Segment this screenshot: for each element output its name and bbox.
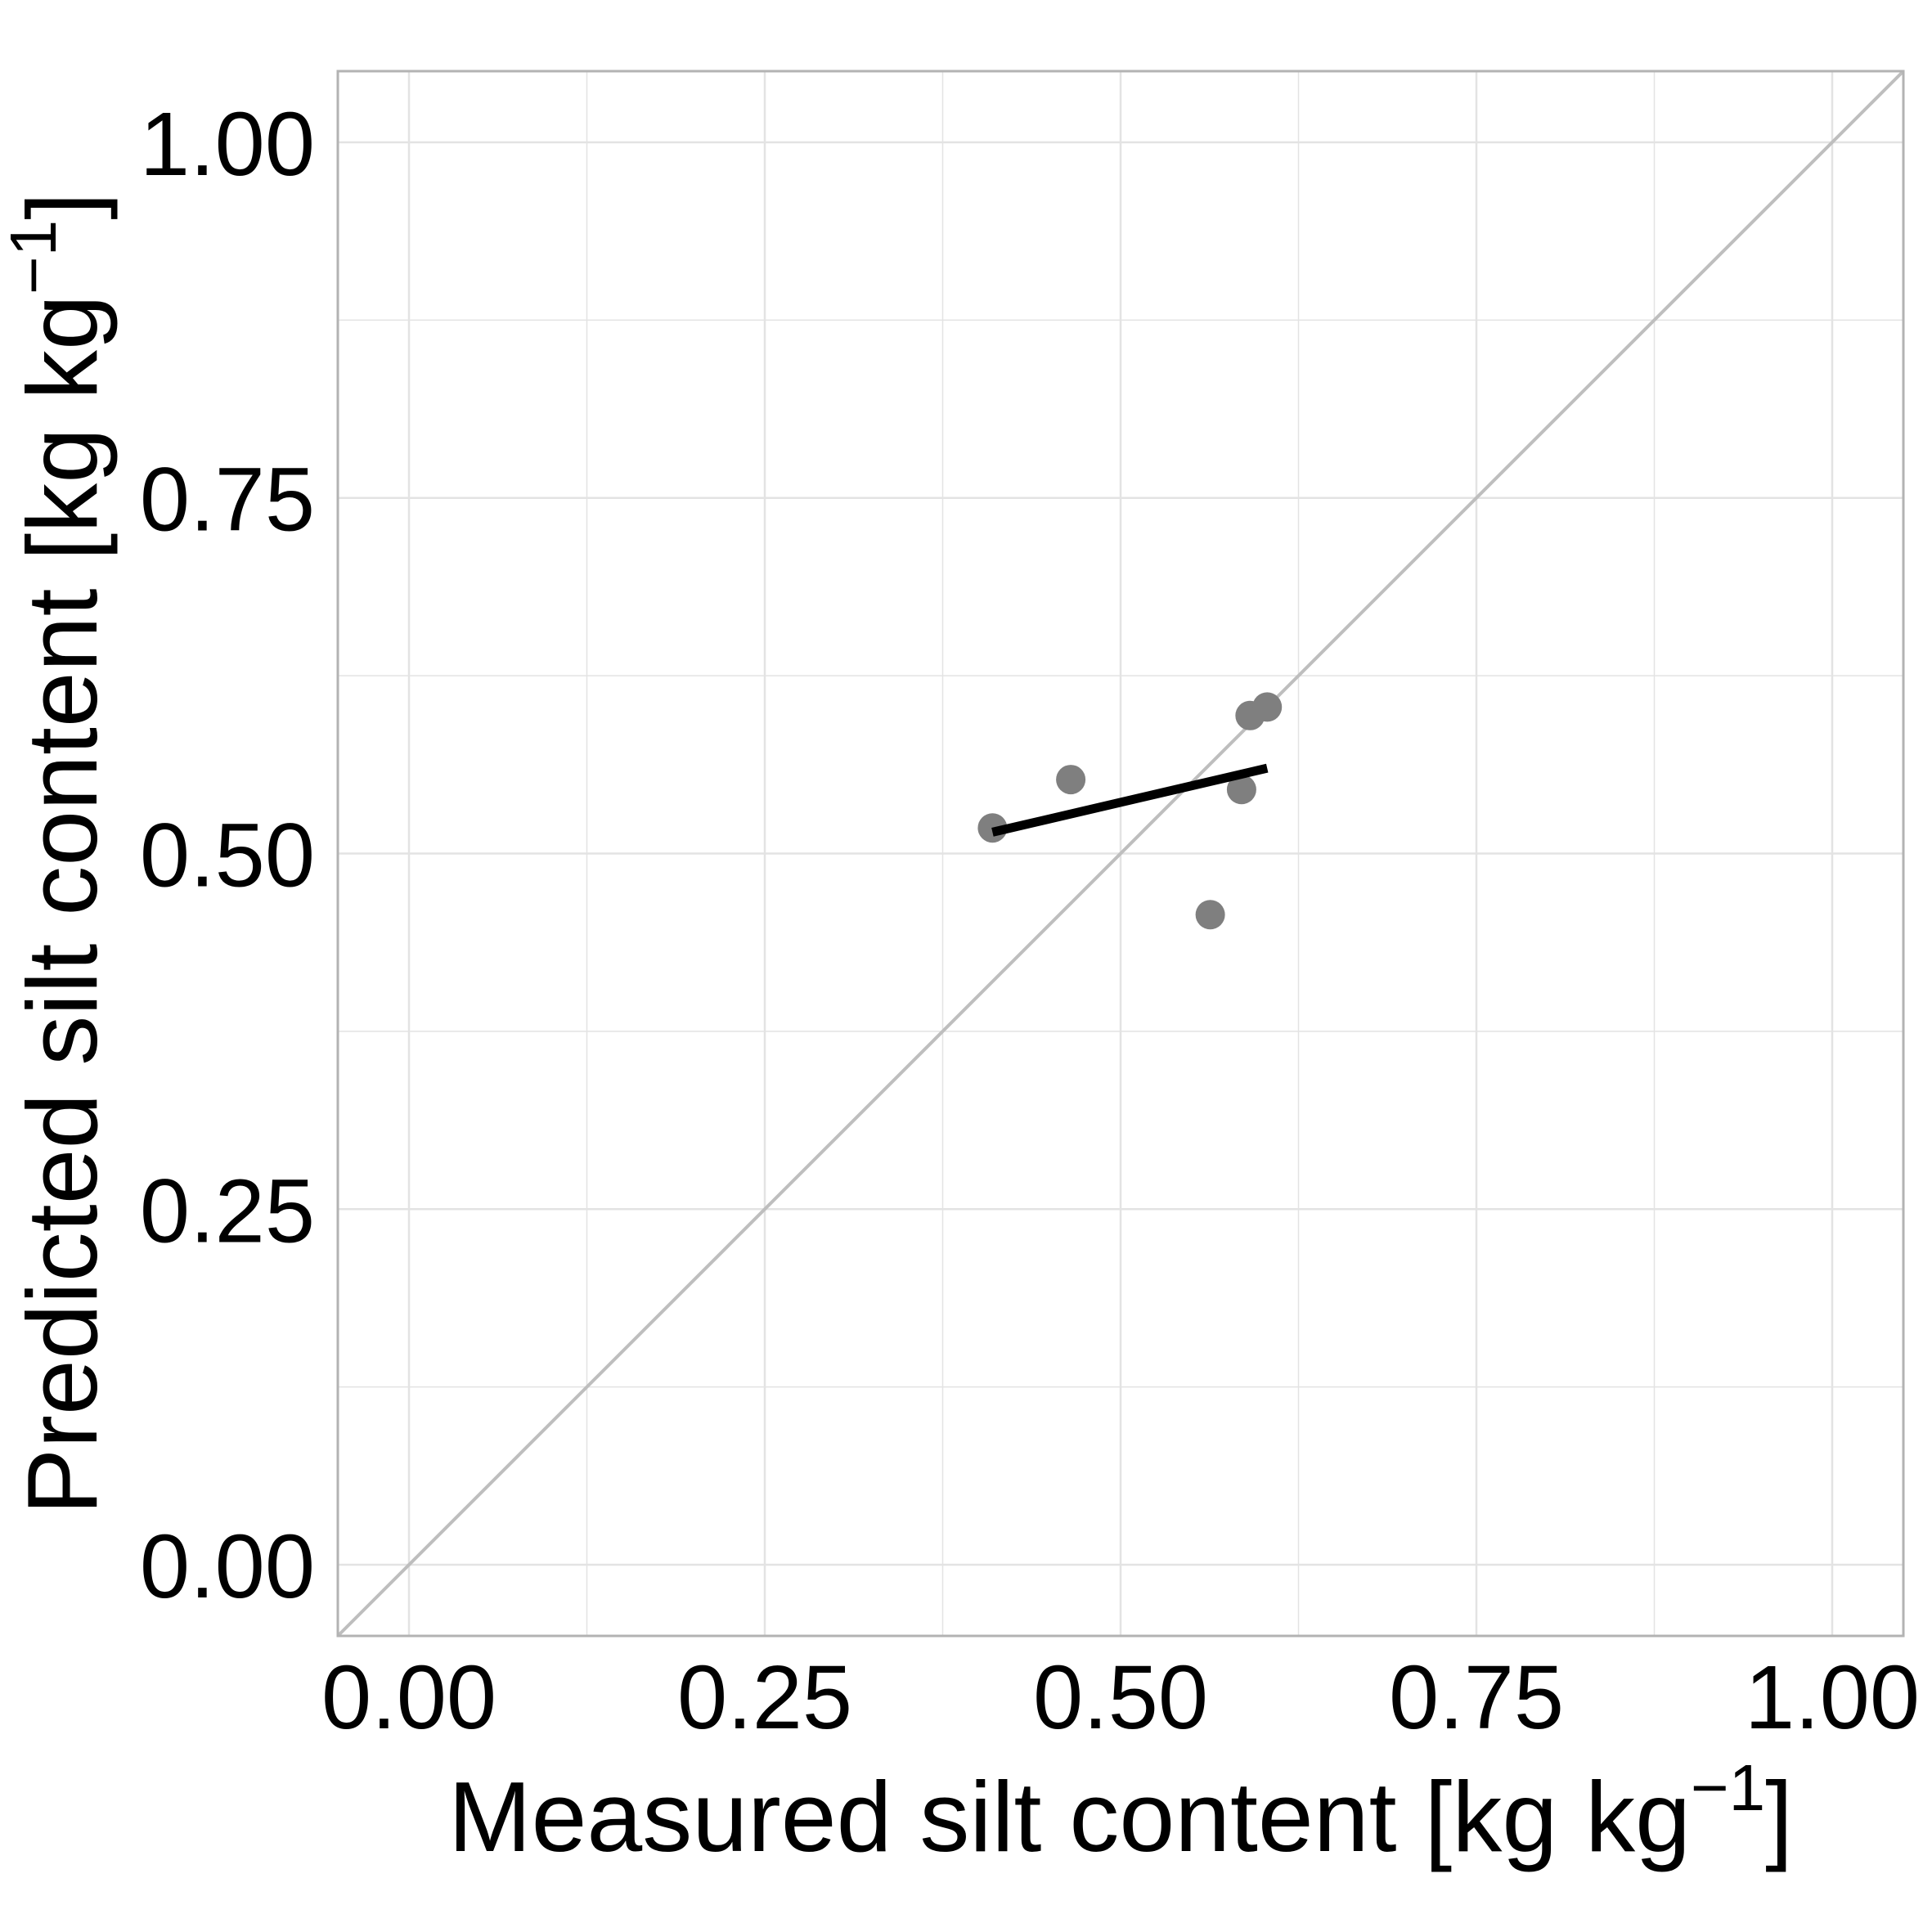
data-point [1195, 900, 1225, 930]
x-axis-title-exponent: −1 [1691, 1751, 1765, 1824]
y-axis-title: Predicted silt content [kg kg−1] [0, 192, 118, 1515]
x-axis-title-close: ] [1765, 1761, 1793, 1872]
x-tick-label: 0.00 [321, 1647, 496, 1748]
grid-lines [338, 71, 1903, 1636]
y-tick-label: 0.75 [140, 450, 315, 550]
x-tick-label: 0.25 [677, 1647, 852, 1748]
x-axis-tick-labels: 0.00 0.25 0.50 0.75 1.00 [321, 1647, 1920, 1748]
data-point [1226, 775, 1256, 805]
x-tick-label: 0.75 [1389, 1647, 1564, 1748]
x-tick-label: 1.00 [1745, 1647, 1920, 1748]
fit-line-layer [991, 763, 1269, 837]
data-point [1056, 765, 1086, 795]
y-tick-label: 1.00 [140, 94, 315, 195]
data-point [1252, 692, 1283, 722]
x-axis-title: Measured silt content [kg kg−1] [448, 1751, 1793, 1872]
y-axis-title-close: ] [7, 192, 118, 220]
y-axis-tick-labels: 0.00 0.25 0.50 0.75 1.00 [140, 94, 315, 1617]
y-tick-label: 0.50 [140, 806, 315, 906]
identity-line [336, 70, 1905, 1638]
data-points [977, 692, 1283, 930]
y-axis-title-exponent: −1 [0, 220, 70, 294]
x-axis-title-text: Measured silt content [kg kg [448, 1761, 1691, 1872]
y-tick-label: 0.00 [140, 1516, 315, 1617]
y-tick-label: 0.25 [140, 1161, 315, 1261]
regression-line [991, 763, 1269, 837]
panel-border [336, 70, 1905, 1638]
x-tick-label: 0.50 [1033, 1647, 1208, 1748]
y-axis-title-text: Predicted silt content [kg kg [7, 294, 118, 1515]
identity-line-layer [336, 70, 1905, 1638]
